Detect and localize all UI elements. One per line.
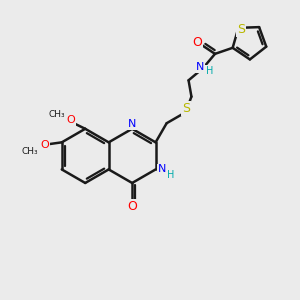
Text: H: H — [206, 66, 213, 76]
Text: O: O — [40, 140, 50, 150]
Text: CH₃: CH₃ — [48, 110, 65, 118]
Text: N: N — [158, 164, 166, 174]
Text: O: O — [127, 200, 137, 213]
Text: S: S — [237, 23, 245, 36]
Text: O: O — [66, 115, 75, 125]
Text: CH₃: CH₃ — [22, 147, 39, 156]
Text: S: S — [182, 102, 190, 115]
Text: H: H — [167, 170, 174, 180]
Text: N: N — [128, 119, 136, 129]
Text: O: O — [192, 36, 202, 49]
Text: N: N — [196, 62, 204, 72]
